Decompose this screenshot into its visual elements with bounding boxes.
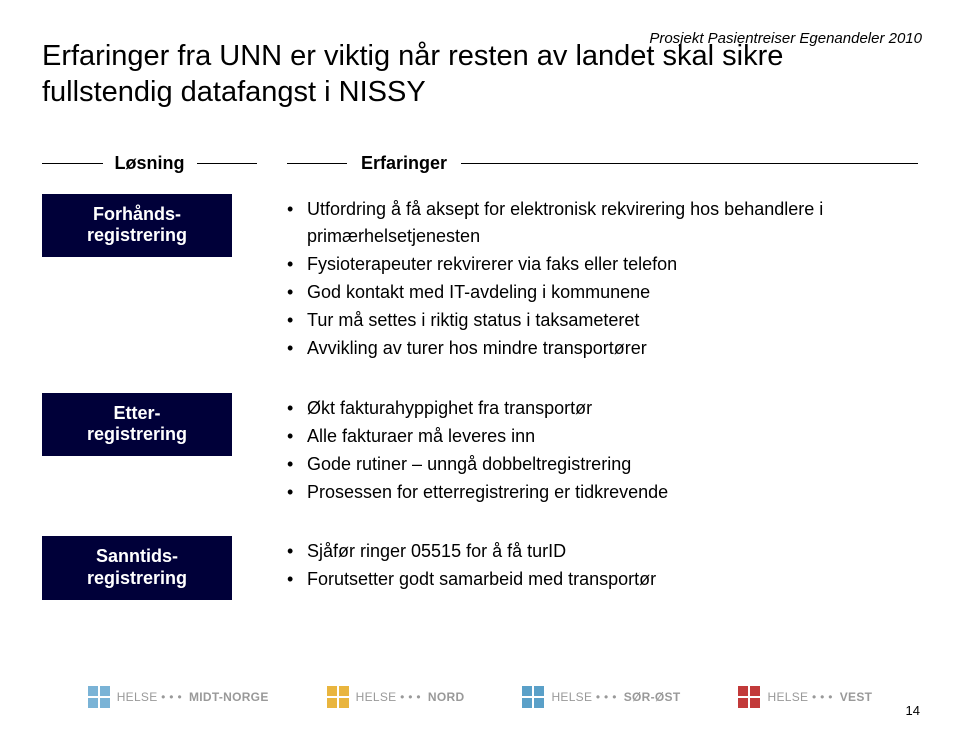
logo-icon (522, 686, 544, 708)
logo-text-bold: NORD (428, 690, 465, 704)
content-area: Løsning Erfaringer Forhånds- registrerin… (42, 153, 918, 600)
list-item: God kontakt med IT-avdeling i kommunene (287, 279, 918, 307)
bullets-forhands: Utfordring å få aksept for elektronisk r… (287, 194, 918, 363)
rows: Forhånds- registrering Utfordring å få a… (42, 194, 918, 600)
list-item: Forutsetter godt samarbeid med transport… (287, 566, 918, 594)
page-number: 14 (906, 703, 920, 718)
right-header-wrap: Erfaringer (287, 153, 918, 174)
box-sanntids: Sanntids- registrering (42, 536, 232, 599)
box-forhands: Forhånds- registrering (42, 194, 232, 257)
logo-sorost: HELSE • • • SØR-ØST (522, 686, 680, 708)
logo-text-thin: HELSE • • • (117, 690, 182, 704)
slide: Prosjekt Pasientreiser Egenandeler 2010 … (0, 0, 960, 742)
header-rule-left-a (42, 163, 103, 164)
list-item: Avvikling av turer hos mindre transportø… (287, 335, 918, 363)
box-label: Etter- registrering (87, 403, 187, 446)
logo-nord: HELSE • • • NORD (327, 686, 465, 708)
logo-text-bold: VEST (840, 690, 873, 704)
logo-text-thin: HELSE • • • (551, 690, 616, 704)
header-rule-right-b (461, 163, 918, 164)
logo-text-bold: MIDT-NORGE (189, 690, 269, 704)
list-item: Gode rutiner – unngå dobbeltregistrering (287, 451, 918, 479)
list-item: Alle fakturaer må leveres inn (287, 423, 918, 451)
box-label: Forhånds- registrering (87, 204, 187, 247)
row-forhands: Forhånds- registrering Utfordring å få a… (42, 194, 918, 363)
logo-text-bold: SØR-ØST (624, 690, 681, 704)
header-right: Erfaringer (361, 153, 447, 174)
list-item: Utfordring å få aksept for elektronisk r… (287, 196, 918, 252)
list-item: Sjåfør ringer 05515 for å få turID (287, 538, 918, 566)
header-left: Løsning (115, 153, 185, 174)
logo-text-thin: HELSE • • • (767, 690, 832, 704)
footer-logos: HELSE • • • MIDT-NORGE HELSE • • • NORD … (0, 686, 960, 708)
left-header-wrap: Løsning (42, 153, 257, 174)
logo-icon (327, 686, 349, 708)
box-etter: Etter- registrering (42, 393, 232, 456)
list-item: Fysioterapeuter rekvirerer via faks elle… (287, 251, 918, 279)
bullets-etter: Økt fakturahyppighet fra transportør All… (287, 393, 918, 507)
logo-icon (88, 686, 110, 708)
bullets-sanntids: Sjåfør ringer 05515 for å få turID Forut… (287, 536, 918, 594)
list-item: Prosessen for etterregistrering er tidkr… (287, 479, 918, 507)
header-rule-left-b (197, 163, 258, 164)
logo-vest: HELSE • • • VEST (738, 686, 872, 708)
slide-title: Erfaringer fra UNN er viktig når resten … (42, 38, 862, 111)
project-label: Prosjekt Pasientreiser Egenandeler 2010 (649, 30, 922, 47)
header-rule-right-a (287, 163, 347, 164)
logo-text-thin: HELSE • • • (356, 690, 421, 704)
row-etter: Etter- registrering Økt fakturahyppighet… (42, 393, 918, 507)
column-headers: Løsning Erfaringer (42, 153, 918, 174)
logo-midtnorge: HELSE • • • MIDT-NORGE (88, 686, 269, 708)
logo-icon (738, 686, 760, 708)
list-item: Tur må settes i riktig status i taksamet… (287, 307, 918, 335)
list-item: Økt fakturahyppighet fra transportør (287, 395, 918, 423)
row-sanntids: Sanntids- registrering Sjåfør ringer 055… (42, 536, 918, 599)
box-label: Sanntids- registrering (87, 546, 187, 589)
